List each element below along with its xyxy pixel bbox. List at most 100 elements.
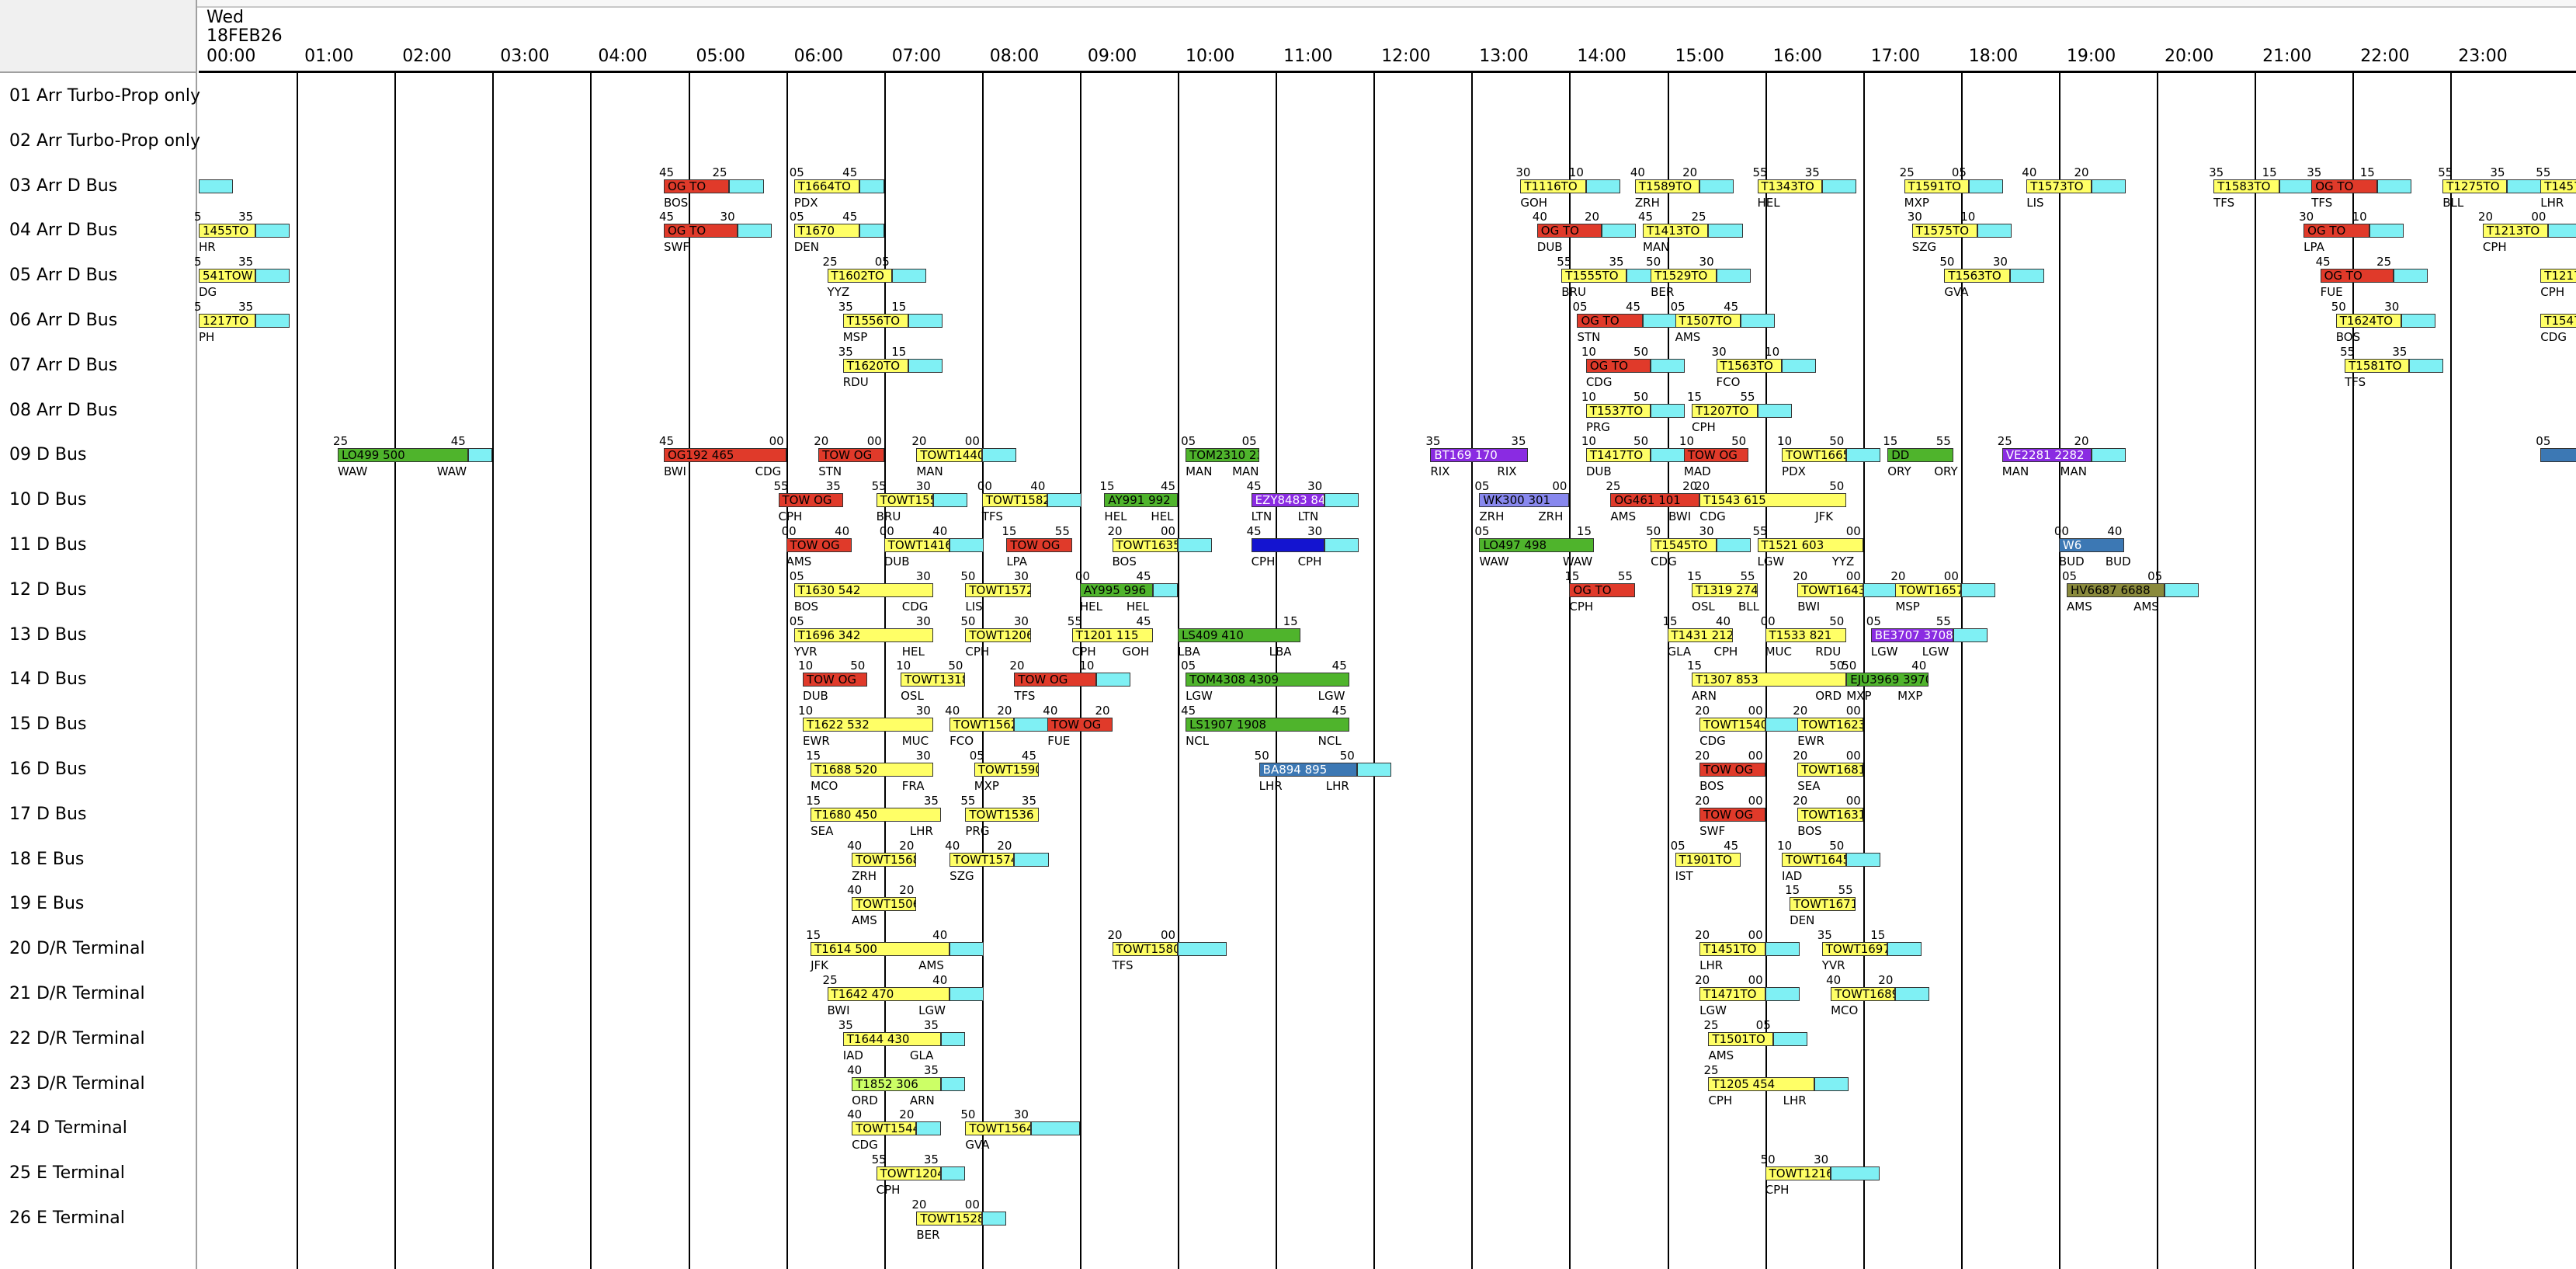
flight-bar[interactable]: T1507TO 05 45 AMS — [1671, 300, 1776, 344]
flight-bar-turnaround[interactable] — [1324, 493, 1359, 508]
flight-bar-body[interactable]: T1451TO — [1699, 942, 1765, 957]
flight-bar-body[interactable]: TOWT1204 — [876, 1166, 941, 1181]
stand-label[interactable]: 18 E Bus — [9, 849, 85, 869]
flight-bar-body[interactable]: OG TO — [1569, 582, 1635, 597]
flight-bar[interactable]: 1217TO 5 35 PH — [194, 300, 290, 344]
flight-bar[interactable]: TOWT1564 50 30 GVA — [960, 1107, 1080, 1152]
flight-bar-turnaround[interactable] — [1765, 987, 1800, 1001]
flight-bar-turnaround[interactable] — [1846, 448, 1881, 463]
flight-bar[interactable]: TOW OG 00 40 AMS — [782, 524, 852, 568]
flight-bar-turnaround[interactable] — [199, 179, 234, 193]
flight-bar[interactable]: TOM2310 231105 05 MAN MAN — [1181, 434, 1259, 478]
flight-bar-turnaround[interactable] — [1651, 403, 1686, 418]
flight-bar[interactable]: T1451TO 20 00 LHR — [1695, 928, 1800, 972]
flight-bar-turnaround[interactable] — [1741, 314, 1776, 328]
flight-bar-body[interactable]: T1521 603 — [1757, 538, 1863, 552]
flight-bar-turnaround[interactable] — [1863, 582, 1897, 597]
flight-bar[interactable]: TOWT1562 40 20 FCO — [945, 704, 1049, 748]
flight-bar-body[interactable]: OG461 101 — [1610, 493, 1700, 508]
flight-bar-body[interactable]: T1573TO — [2026, 179, 2092, 193]
flight-bar[interactable]: T1624TO 50 30 BOS — [2331, 300, 2436, 344]
flight-bar[interactable]: TOW OG 10 50 DUB — [798, 659, 868, 703]
flight-bar-body[interactable]: TOW OG — [1699, 763, 1765, 777]
flight-bar-turnaround[interactable] — [1153, 582, 1178, 597]
stand-label[interactable]: 19 E Bus — [9, 894, 85, 914]
flight-bar-body[interactable]: TOM4308 4309 — [1186, 673, 1349, 687]
flight-bar[interactable]: TOW OG 20 10 TFS — [1009, 659, 1131, 703]
flight-bar-body[interactable] — [2540, 448, 2576, 463]
flight-bar-body[interactable]: OG TO — [2320, 269, 2394, 283]
flight-bar-turnaround[interactable] — [908, 314, 943, 328]
flight-bar-turnaround[interactable] — [1177, 538, 1213, 552]
flight-bar-body[interactable]: T1589TO — [1634, 179, 1700, 193]
flight-bar-body[interactable]: HV6687 6688 — [2066, 582, 2165, 597]
flight-bar[interactable]: T1213TO 20 00 CPH — [2478, 210, 2576, 254]
flight-bar-turnaround[interactable] — [2279, 179, 2314, 193]
flight-bar[interactable]: BE3707 3708 05 55 LGW LGW — [1866, 614, 1988, 659]
stand-label[interactable]: 16 D Bus — [9, 760, 87, 779]
flight-bar[interactable]: TOWT1540 20 00 CDG — [1695, 704, 1800, 748]
flight-bar-body[interactable]: TOW OG — [1047, 718, 1113, 732]
flight-bar[interactable]: TOW OG 55 35 CPH — [774, 479, 843, 523]
flight-bar-turnaround[interactable] — [255, 269, 290, 283]
flight-bar[interactable]: T1680 450 15 35 SEA LHR — [806, 794, 941, 838]
stand-label[interactable]: 26 E Terminal — [9, 1208, 125, 1228]
flight-bar-body[interactable]: TOW OG — [1006, 538, 1072, 552]
flight-bar[interactable]: T1217 CPH — [2540, 269, 2576, 299]
flight-bar[interactable]: T1622 532 10 30 EWR MUC — [798, 704, 933, 748]
flight-bar-body[interactable]: T1555TO — [1561, 269, 1626, 283]
flight-bar-body[interactable]: T1417TO — [1585, 448, 1651, 463]
flight-bar-body[interactable]: TOWT1671 — [1790, 897, 1856, 912]
flight-bar-turnaround[interactable] — [950, 987, 984, 1001]
stand-label[interactable]: 17 D Bus — [9, 804, 87, 824]
stand-label[interactable]: 06 Arr D Bus — [9, 311, 118, 330]
flight-bar-body[interactable]: T1563TO — [1716, 358, 1783, 373]
flight-bar-body[interactable]: T1547 — [2540, 314, 2576, 328]
flight-bar[interactable]: T145755 LHR — [2536, 165, 2576, 210]
flight-bar-turnaround[interactable] — [1177, 942, 1227, 957]
flight-bar[interactable]: T1614 500 15 40 JFK AMS — [806, 928, 984, 972]
flight-bar[interactable]: LO499 500 25 45 WAW WAW — [333, 434, 493, 478]
flight-bar[interactable]: T1556TO 35 15 MSP — [838, 300, 943, 344]
flight-bar-turnaround[interactable] — [1821, 179, 1856, 193]
flight-bar-turnaround[interactable] — [737, 224, 772, 238]
flight-bar-body[interactable]: TOW OG — [1699, 807, 1765, 822]
flight-bar-body[interactable]: T1275TO — [2442, 179, 2508, 193]
flight-bar-turnaround[interactable] — [940, 1166, 966, 1181]
stand-label[interactable]: 12 D Bus — [9, 579, 87, 600]
flight-bar-body[interactable]: T1205 454 — [1708, 1076, 1814, 1091]
flight-bar-turnaround[interactable] — [1585, 179, 1620, 193]
flight-bar[interactable]: TOWT1631 20 00 BOS — [1793, 794, 1863, 838]
flight-bar-body[interactable]: TOWT1657 — [1895, 582, 1961, 597]
flight-bar-body[interactable]: TOWT1681 — [1797, 763, 1863, 777]
flight-bar[interactable]: OG TO 15 55 CPH — [1564, 569, 1635, 614]
flight-bar-turnaround[interactable] — [891, 269, 926, 283]
flight-bar-turnaround[interactable] — [1968, 179, 2003, 193]
flight-bar[interactable]: T1275TO 55 35 BLL — [2438, 165, 2542, 210]
flight-bar[interactable]: TOWT1645 10 50 IAD — [1777, 839, 1881, 883]
flight-bar-turnaround[interactable] — [1651, 448, 1686, 463]
flight-bar[interactable]: TOWT1574 40 20 SZG — [945, 839, 1049, 883]
flight-bar-body[interactable]: W6 — [2058, 538, 2125, 552]
flight-bar-body[interactable]: T1343TO — [1757, 179, 1822, 193]
stand-label[interactable]: 08 Arr D Bus — [9, 400, 118, 420]
flight-bar-body[interactable]: TOWT1440 — [916, 448, 982, 463]
flight-bar[interactable]: T1555TO 55 35 BRU — [1557, 255, 1661, 299]
flight-bar-turnaround[interactable] — [1324, 538, 1359, 552]
flight-bar-body[interactable]: T1413TO — [1642, 224, 1709, 238]
flight-bar[interactable]: DD 15 55 ORY ORY — [1883, 434, 1957, 478]
flight-bar-body[interactable]: T1471TO — [1699, 987, 1765, 1001]
flight-bar-body[interactable]: T1507TO — [1675, 314, 1741, 328]
flight-bar[interactable]: TOWT1665 10 50 PDX — [1777, 434, 1881, 478]
flight-bar[interactable]: T1591TO 25 05 MXP — [1900, 165, 2003, 210]
flight-bar-body[interactable]: T1624TO — [2335, 314, 2402, 328]
flight-bar-body[interactable]: OG TO — [663, 179, 730, 193]
flight-bar-body[interactable]: TOW OG — [803, 673, 868, 687]
flight-bar-body[interactable]: T1431 212 — [1667, 628, 1733, 642]
flight-bar-body[interactable]: T1644 430 — [842, 1031, 941, 1046]
flight-bar-turnaround[interactable] — [1765, 718, 1800, 732]
flight-bar-body[interactable]: OG192 465 — [663, 448, 786, 463]
flight-bar-body[interactable]: EZY8483 8484 — [1251, 493, 1325, 508]
flight-bar-body[interactable]: TOWT1564 — [965, 1121, 1031, 1136]
flight-bar[interactable]: T1431 212 15 40 GLA CPH — [1663, 614, 1738, 659]
